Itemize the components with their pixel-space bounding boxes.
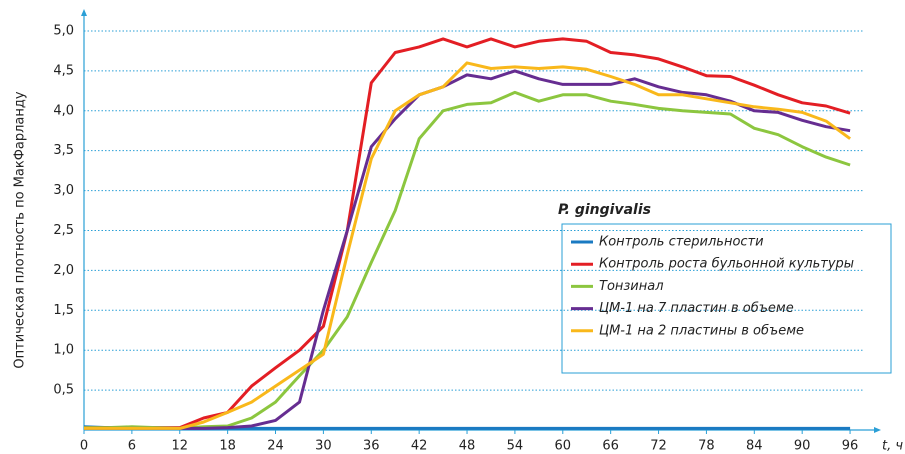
y-tick-label: 2,0 (53, 263, 74, 278)
x-tick-label: 54 (507, 439, 524, 454)
x-tick-label: 6 (128, 439, 136, 454)
x-tick-label: 90 (794, 439, 811, 454)
x-tick-label: 60 (555, 439, 572, 454)
series-line (84, 90, 851, 430)
legend-box (561, 223, 892, 374)
legend-label: ЦМ-1 на 7 пластин в объеме (599, 301, 794, 316)
y-tick-label: 5,0 (53, 23, 74, 38)
y-tick-label: 1,5 (53, 303, 74, 318)
y-tick-label: 1,0 (53, 343, 74, 358)
legend-label: Контроль стерильности (599, 235, 764, 250)
series-line (84, 37, 851, 430)
x-tick-label: 42 (411, 439, 428, 454)
x-axis-arrow (874, 427, 881, 433)
x-tick-label: 12 (171, 439, 188, 454)
y-tick-label: 3,5 (53, 143, 74, 158)
y-tick-label: 3,0 (53, 183, 74, 198)
x-tick-label: 36 (363, 439, 380, 454)
legend-label: Тонзинал (599, 279, 664, 294)
series-line (84, 61, 851, 430)
x-tick-label: 96 (842, 439, 859, 454)
y-axis-label: Оптическая плотность по МакФарланду (13, 91, 28, 368)
legend-title: P. gingivalis (558, 202, 651, 218)
x-tick-label: 66 (602, 439, 619, 454)
x-tick-label: 18 (219, 439, 236, 454)
series-line (84, 69, 851, 430)
y-axis-arrow (81, 9, 87, 16)
y-tick-label: 4,0 (53, 103, 74, 118)
x-tick-label: 48 (459, 439, 476, 454)
legend-label: Контроль роста бульонной культуры (599, 257, 854, 272)
x-tick-label: 72 (650, 439, 667, 454)
x-tick-label: 78 (698, 439, 715, 454)
legend-label: ЦМ-1 на 2 пластины в объеме (599, 323, 804, 338)
y-tick-label: 4,5 (53, 63, 74, 78)
y-tick-label: 2,5 (53, 223, 74, 238)
x-axis-label: t, ч (882, 439, 903, 454)
y-tick-label: 0,5 (53, 383, 74, 398)
x-tick-label: 24 (267, 439, 284, 454)
x-tick-label: 30 (315, 439, 332, 454)
x-tick-label: 0 (80, 439, 88, 454)
x-tick-label: 84 (746, 439, 763, 454)
